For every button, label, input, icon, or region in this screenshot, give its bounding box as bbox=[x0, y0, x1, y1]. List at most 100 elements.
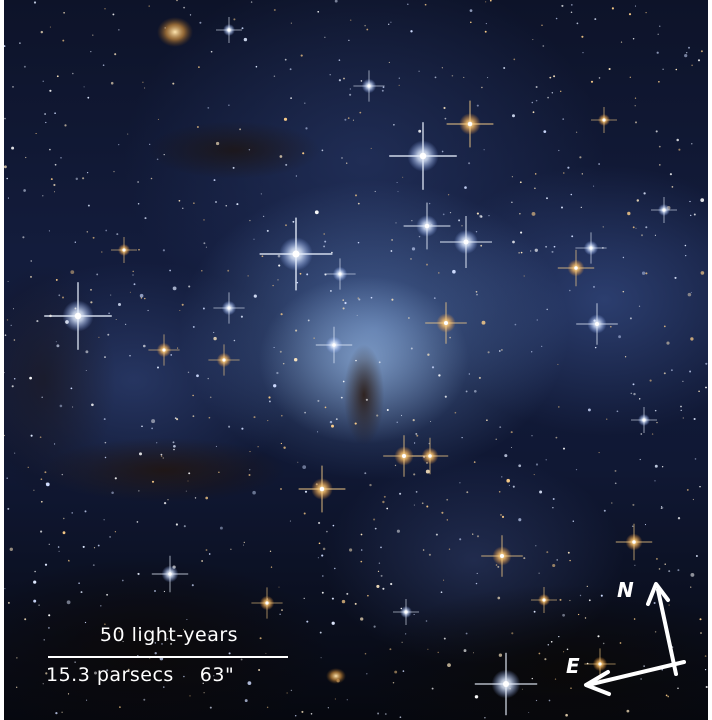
star bbox=[694, 458, 697, 460]
star bbox=[285, 224, 287, 227]
star bbox=[42, 195, 44, 197]
star bbox=[376, 414, 379, 417]
star bbox=[675, 68, 678, 71]
star bbox=[512, 240, 515, 244]
star bbox=[474, 695, 479, 699]
star bbox=[415, 491, 418, 493]
star bbox=[63, 517, 65, 520]
star bbox=[413, 504, 415, 506]
star bbox=[156, 442, 158, 444]
star bbox=[655, 130, 658, 133]
star bbox=[579, 594, 582, 597]
star bbox=[513, 58, 516, 61]
star bbox=[188, 285, 191, 288]
star bbox=[115, 318, 117, 321]
star bbox=[567, 166, 570, 169]
star bbox=[139, 293, 144, 298]
star bbox=[283, 446, 286, 449]
star bbox=[586, 585, 588, 588]
star bbox=[175, 523, 178, 526]
star bbox=[521, 688, 523, 690]
star bbox=[11, 385, 14, 388]
star bbox=[402, 176, 404, 178]
star bbox=[549, 76, 552, 79]
star bbox=[686, 488, 689, 491]
star bbox=[377, 712, 380, 715]
star bbox=[273, 346, 275, 349]
star bbox=[109, 535, 112, 538]
star bbox=[582, 52, 584, 54]
star bbox=[654, 464, 658, 468]
star bbox=[71, 512, 73, 514]
star bbox=[320, 657, 322, 659]
star bbox=[13, 308, 14, 310]
star bbox=[87, 204, 90, 207]
star bbox=[416, 434, 419, 437]
star bbox=[244, 699, 248, 703]
star bbox=[348, 39, 350, 42]
star bbox=[431, 366, 435, 369]
star bbox=[412, 419, 415, 422]
star bbox=[427, 353, 430, 356]
star bbox=[255, 65, 258, 68]
star bbox=[90, 50, 92, 53]
star bbox=[324, 406, 327, 409]
star bbox=[253, 238, 255, 240]
star bbox=[207, 377, 209, 380]
star bbox=[558, 149, 560, 152]
star bbox=[192, 394, 194, 397]
star bbox=[677, 687, 679, 690]
star bbox=[441, 150, 444, 153]
star bbox=[514, 323, 517, 326]
star bbox=[172, 441, 175, 444]
star bbox=[657, 33, 659, 36]
star bbox=[486, 419, 488, 422]
star bbox=[318, 521, 321, 525]
star bbox=[331, 621, 335, 625]
star bbox=[262, 215, 265, 218]
star bbox=[593, 285, 595, 288]
star bbox=[58, 294, 61, 297]
star bbox=[638, 305, 641, 307]
star bbox=[355, 359, 357, 362]
star bbox=[54, 163, 57, 166]
star bbox=[699, 486, 701, 488]
star bbox=[447, 663, 451, 667]
star bbox=[218, 471, 220, 473]
star bbox=[232, 166, 235, 169]
star bbox=[112, 13, 115, 16]
star bbox=[594, 346, 597, 349]
star bbox=[519, 213, 521, 215]
star bbox=[614, 482, 617, 485]
star bbox=[506, 478, 511, 483]
star bbox=[225, 205, 227, 207]
star bbox=[295, 329, 298, 332]
star bbox=[546, 551, 549, 554]
star bbox=[472, 652, 475, 654]
star bbox=[55, 711, 58, 715]
star bbox=[374, 190, 376, 193]
star bbox=[279, 613, 281, 615]
bright-star bbox=[216, 17, 242, 43]
star bbox=[113, 170, 115, 173]
star bbox=[213, 331, 215, 333]
star bbox=[443, 637, 446, 640]
star bbox=[176, 418, 179, 421]
star bbox=[356, 314, 358, 316]
star bbox=[293, 357, 298, 362]
star bbox=[440, 591, 443, 594]
east-label: E bbox=[566, 654, 580, 678]
star bbox=[682, 380, 684, 383]
star bbox=[581, 173, 583, 175]
star bbox=[611, 502, 613, 504]
star bbox=[398, 77, 400, 79]
star bbox=[518, 252, 520, 254]
star bbox=[16, 686, 18, 688]
star bbox=[74, 661, 76, 663]
star bbox=[360, 549, 363, 551]
star bbox=[322, 547, 326, 551]
star bbox=[463, 76, 465, 78]
star bbox=[360, 560, 363, 563]
star bbox=[7, 507, 10, 510]
bright-star bbox=[531, 587, 557, 613]
